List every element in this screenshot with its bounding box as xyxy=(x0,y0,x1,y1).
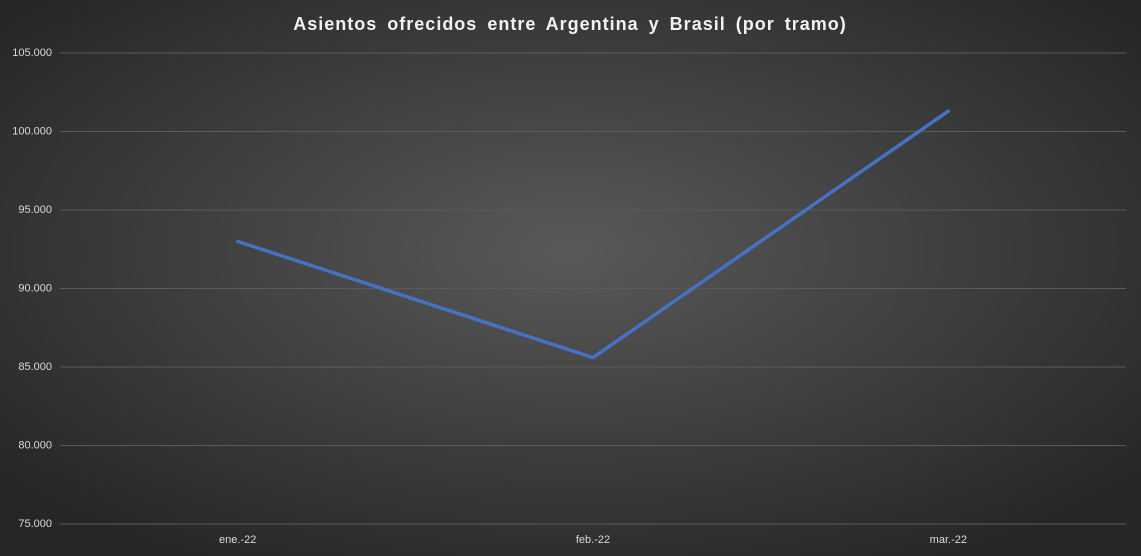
y-tick-label: 90.000 xyxy=(18,282,52,294)
y-tick-label: 100.000 xyxy=(12,125,52,137)
y-tick-label: 105.000 xyxy=(12,47,52,59)
x-tick-label: ene.-22 xyxy=(219,534,256,546)
data-line xyxy=(235,109,951,360)
y-tick-label: 80.000 xyxy=(18,439,52,451)
x-tick-label: feb.-22 xyxy=(576,534,610,546)
chart-title: Asientos ofrecidos entre Argentina y Bra… xyxy=(293,14,846,34)
y-tick-label: 95.000 xyxy=(18,204,52,216)
x-tick-label: mar.-22 xyxy=(930,534,967,546)
y-tick-label: 85.000 xyxy=(18,361,52,373)
y-tick-label: 75.000 xyxy=(18,518,52,530)
